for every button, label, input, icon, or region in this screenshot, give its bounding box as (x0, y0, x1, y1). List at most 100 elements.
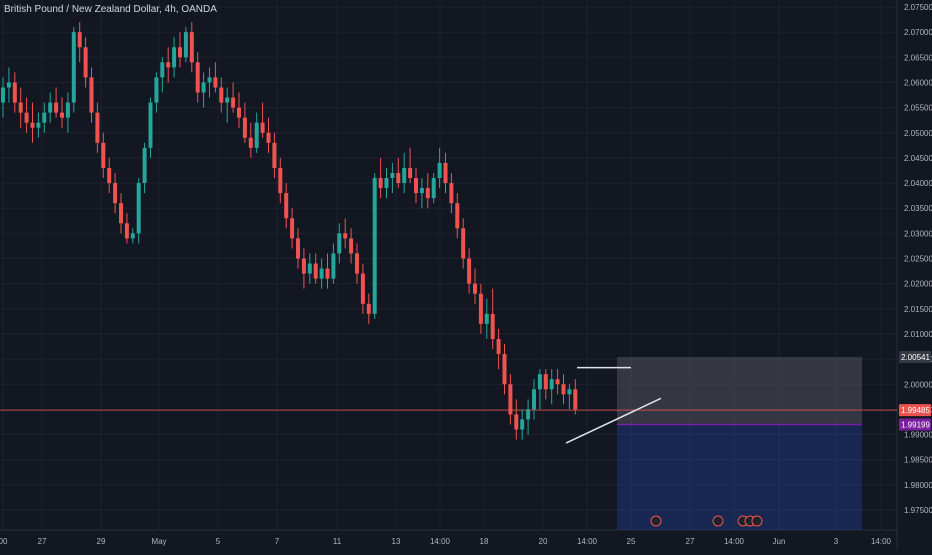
candle-body[interactable] (301, 258, 306, 274)
event-marker-icon[interactable] (712, 515, 724, 527)
candle-body[interactable] (12, 82, 17, 103)
candle-body[interactable] (431, 178, 436, 199)
take-profit-zone[interactable] (617, 424, 862, 530)
candle-body[interactable] (278, 167, 283, 194)
candle-body[interactable] (54, 102, 59, 113)
candle-body[interactable] (48, 102, 53, 113)
candle-body[interactable] (231, 97, 236, 108)
candle-body[interactable] (113, 183, 118, 204)
candle-body[interactable] (414, 178, 418, 194)
candle-body[interactable] (555, 379, 560, 385)
candle-body[interactable] (18, 102, 23, 113)
candle-body[interactable] (183, 32, 188, 58)
candle-body[interactable] (248, 137, 253, 148)
candle-body[interactable] (461, 228, 466, 259)
candle-body[interactable] (567, 389, 572, 395)
candle-body[interactable] (107, 167, 112, 184)
candle-body[interactable] (313, 263, 318, 279)
candle-body[interactable] (372, 178, 377, 314)
candle-body[interactable] (195, 62, 200, 93)
candle-body[interactable] (284, 193, 289, 219)
candle-body[interactable] (130, 233, 135, 239)
candle-body[interactable] (260, 122, 265, 133)
candle-body[interactable] (89, 77, 94, 113)
candle-body[interactable] (360, 273, 365, 304)
candle-body[interactable] (532, 389, 536, 410)
candle-body[interactable] (1, 87, 5, 103)
stop-loss-zone[interactable] (617, 357, 862, 425)
candle-body[interactable] (502, 354, 507, 385)
candle-body[interactable] (166, 62, 171, 68)
candle-body[interactable] (537, 374, 542, 390)
candle-body[interactable] (30, 122, 35, 128)
candle-body[interactable] (319, 268, 324, 279)
candle-body[interactable] (343, 233, 348, 239)
candle-body[interactable] (119, 203, 123, 224)
candle-body[interactable] (526, 409, 531, 420)
candle-body[interactable] (396, 172, 401, 184)
candle-body[interactable] (95, 112, 100, 143)
candle-body[interactable] (201, 82, 206, 93)
candle-body[interactable] (136, 183, 141, 234)
candle-body[interactable] (331, 253, 336, 279)
candle-body[interactable] (36, 122, 41, 128)
candle-body[interactable] (71, 32, 76, 103)
candle-body[interactable] (101, 142, 106, 168)
candle-body[interactable] (42, 112, 47, 123)
candle-body[interactable] (142, 147, 147, 184)
candle-body[interactable] (124, 223, 129, 239)
candle-body[interactable] (490, 313, 495, 339)
candle-body[interactable] (467, 258, 472, 284)
candle-body[interactable] (437, 162, 442, 179)
candle-body[interactable] (266, 132, 271, 143)
candle-body[interactable] (65, 102, 70, 118)
candle-body[interactable] (455, 203, 460, 229)
candle-body[interactable] (148, 102, 153, 148)
candle-body[interactable] (484, 313, 489, 324)
candle-body[interactable] (449, 183, 454, 204)
candle-body[interactable] (337, 233, 342, 254)
candle-body[interactable] (272, 142, 277, 168)
candle-body[interactable] (561, 384, 566, 395)
candle-body[interactable] (207, 77, 212, 83)
candle-body[interactable] (425, 188, 430, 199)
candle-body[interactable] (237, 107, 241, 118)
candle-body[interactable] (296, 238, 300, 259)
candle-body[interactable] (154, 77, 159, 103)
candle-body[interactable] (254, 122, 259, 148)
candle-body[interactable] (290, 218, 295, 239)
candle-body[interactable] (83, 47, 88, 78)
candle-body[interactable] (366, 303, 371, 314)
candle-body[interactable] (6, 82, 11, 88)
candle-body[interactable] (178, 47, 182, 58)
candle-body[interactable] (325, 268, 330, 279)
candle-body[interactable] (355, 253, 359, 274)
candle-body[interactable] (496, 338, 501, 355)
candle-body[interactable] (573, 389, 578, 410)
candle-body[interactable] (213, 77, 218, 88)
candle-body[interactable] (390, 172, 395, 179)
candle-body[interactable] (514, 414, 519, 430)
candle-body[interactable] (160, 62, 165, 78)
candle-body[interactable] (408, 167, 413, 179)
candle-body[interactable] (508, 384, 513, 415)
candle-body[interactable] (543, 374, 548, 390)
candle-body[interactable] (225, 97, 230, 103)
candle-body[interactable] (172, 47, 177, 68)
candle-body[interactable] (384, 178, 389, 189)
candle-body[interactable] (549, 379, 554, 390)
candle-body[interactable] (402, 167, 407, 184)
candle-body[interactable] (478, 293, 483, 324)
candle-body[interactable] (189, 32, 194, 63)
candle-body[interactable] (24, 112, 29, 123)
event-marker-icon[interactable] (751, 515, 763, 527)
support-trendline[interactable] (565, 397, 662, 444)
candle-body[interactable] (443, 162, 448, 184)
candle-body[interactable] (60, 112, 64, 118)
candle-body[interactable] (419, 188, 424, 194)
candle-body[interactable] (219, 87, 224, 103)
candle-body[interactable] (349, 238, 354, 254)
candle-body[interactable] (77, 32, 82, 48)
